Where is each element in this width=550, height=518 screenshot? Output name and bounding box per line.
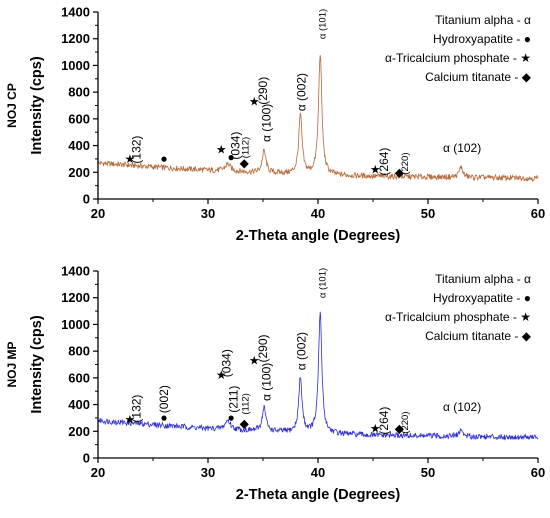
peak-annotation: α (002)	[295, 73, 309, 111]
phase-marker: ★	[370, 163, 381, 177]
x-axis-label: 2-Theta angle (Degrees)	[236, 228, 401, 244]
x-tick-label: 40	[311, 465, 325, 480]
y-tick-label: 0	[83, 192, 90, 207]
phase-marker: ◆	[395, 422, 405, 436]
sample-label: NOJ CP	[5, 83, 19, 128]
legend-entry: Calcium titanate - ◆	[425, 329, 532, 343]
phase-marker: ★	[125, 152, 136, 166]
phase-marker: ●	[227, 150, 234, 164]
legend-entry: Titanium alpha - α	[435, 13, 531, 27]
x-tick-label: 30	[201, 206, 215, 221]
peak-annotation: α (102)	[443, 400, 481, 414]
peak-annotation: α (102)	[443, 141, 481, 155]
xrd-chart-noj-cp: 20 30 40 50 6002004006008001000120014002-The…	[5, 5, 545, 245]
y-tick-label: 1400	[61, 264, 90, 279]
phase-marker: ◆	[240, 416, 250, 430]
peak-annotation: (264)	[377, 407, 391, 435]
phase-marker: ★	[216, 368, 227, 382]
y-tick-label: 1000	[61, 58, 90, 73]
peak-annotation: (034)	[220, 349, 234, 377]
x-axis-label: 2-Theta angle (Degrees)	[236, 487, 401, 503]
peak-annotation: (264)	[377, 148, 391, 176]
phase-marker: ●	[227, 410, 234, 424]
peak-annotation: (290)	[256, 77, 270, 105]
phase-marker: ●	[160, 151, 167, 165]
phase-marker: ★	[125, 412, 136, 426]
legend-entry: Hydroxyapatite - ●	[433, 291, 531, 305]
y-axis-label: Intensity (cps)	[29, 315, 45, 413]
phase-marker: ★	[249, 94, 260, 108]
legend-entry: Hydroxyapatite - ●	[433, 32, 531, 46]
peak-annotation: (132)	[130, 136, 144, 164]
x-tick-label: 20	[91, 465, 105, 480]
x-tick-label: 30	[201, 465, 215, 480]
x-tick-label: 60	[531, 206, 545, 221]
phase-marker: ●	[160, 410, 167, 424]
peak-annotation: α (101)	[317, 9, 328, 39]
sample-label: NOJ MP	[5, 341, 19, 387]
phase-marker: ★	[249, 353, 260, 367]
y-tick-label: 800	[68, 344, 90, 359]
y-tick-label: 400	[68, 138, 90, 153]
y-tick-label: 0	[83, 451, 90, 466]
y-axis-label: Intensity (cps)	[29, 56, 45, 154]
peak-annotation: (112)	[240, 137, 251, 158]
peak-annotation: (220)	[400, 153, 411, 175]
phase-marker: ◆	[240, 156, 250, 170]
peak-annotation: (132)	[130, 395, 144, 423]
y-tick-label: 1200	[61, 290, 90, 305]
y-tick-label: 1200	[61, 31, 90, 46]
peak-annotation: α (101)	[317, 268, 328, 298]
legend-entry: Titanium alpha - α	[435, 272, 531, 286]
peak-annotation: α (100)	[259, 104, 273, 142]
peak-annotation: (211)	[226, 386, 240, 413]
peak-annotation: (112)	[240, 393, 251, 414]
y-tick-label: 200	[68, 165, 90, 180]
legend-entry: Calcium titanate - ◆	[425, 70, 532, 84]
legend-entry: α-Tricalcium phosphate - ★	[385, 310, 531, 324]
peak-annotation: (220)	[400, 412, 411, 434]
legend-entry: α-Tricalcium phosphate - ★	[385, 51, 531, 65]
xrd-trace	[97, 55, 539, 183]
peak-annotation: α (002)	[295, 332, 309, 370]
phase-marker: ★	[370, 422, 381, 436]
xrd-trace	[97, 311, 539, 441]
x-tick-label: 50	[421, 206, 435, 221]
y-tick-label: 200	[68, 424, 90, 439]
xrd-chart-noj-mp: 20 30 40 50 6002004006008001000120014002-The…	[5, 264, 545, 504]
peak-annotation: (002)	[157, 385, 171, 413]
peak-annotation: (034)	[229, 132, 243, 160]
y-tick-label: 400	[68, 397, 90, 412]
y-tick-label: 800	[68, 85, 90, 100]
peak-annotation: (290)	[256, 334, 270, 362]
y-tick-label: 1000	[61, 317, 90, 332]
x-tick-label: 50	[421, 465, 435, 480]
phase-marker: ◆	[395, 165, 405, 179]
x-tick-label: 40	[311, 206, 325, 221]
y-tick-label: 1400	[61, 5, 90, 20]
peak-annotation: α (100)	[259, 363, 273, 401]
y-tick-label: 600	[68, 370, 90, 385]
x-tick-label: 20	[91, 206, 105, 221]
x-tick-label: 60	[531, 465, 545, 480]
phase-marker: ★	[216, 143, 227, 157]
y-tick-label: 600	[68, 111, 90, 126]
